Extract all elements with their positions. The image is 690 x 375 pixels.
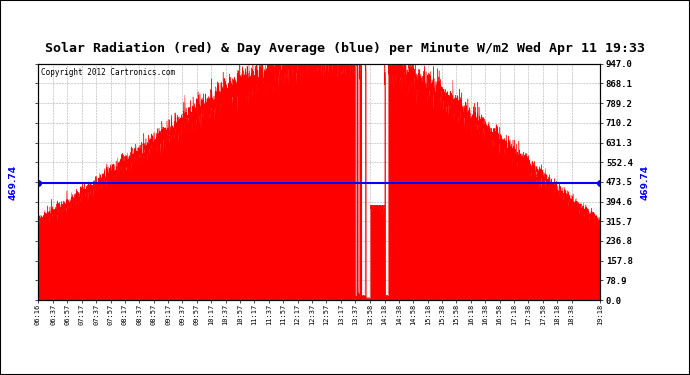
Text: Copyright 2012 Cartronics.com: Copyright 2012 Cartronics.com <box>41 69 175 78</box>
Text: 469.74: 469.74 <box>8 165 17 200</box>
Text: 469.74: 469.74 <box>641 165 650 200</box>
Text: Solar Radiation (red) & Day Average (blue) per Minute W/m2 Wed Apr 11 19:33: Solar Radiation (red) & Day Average (blu… <box>45 42 645 55</box>
